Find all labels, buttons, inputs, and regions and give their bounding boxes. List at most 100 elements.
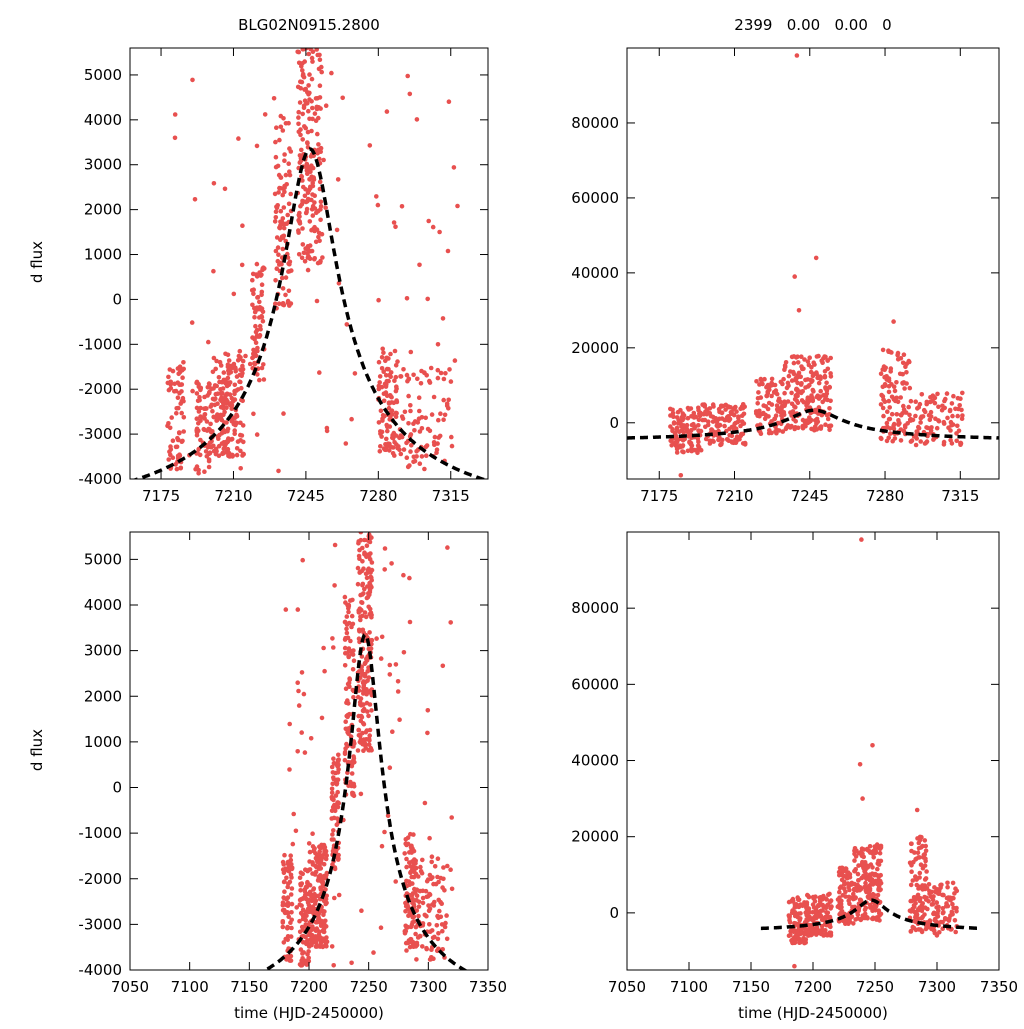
data-point	[892, 388, 898, 394]
data-point	[734, 409, 739, 414]
data-point	[274, 125, 279, 130]
outlier-point	[796, 308, 802, 313]
data-point	[174, 444, 180, 450]
data-point	[880, 347, 886, 353]
data-point	[335, 789, 341, 795]
outlier-point	[891, 319, 896, 324]
data-point	[314, 864, 319, 870]
data-point	[314, 857, 320, 862]
data-point	[361, 683, 367, 689]
data-point	[822, 904, 827, 910]
data-point	[344, 713, 350, 719]
data-point	[387, 441, 392, 447]
data-point	[406, 879, 412, 884]
data-point	[206, 426, 211, 432]
data-point	[795, 400, 801, 406]
data-point	[309, 940, 315, 946]
data-point	[740, 441, 746, 446]
data-point	[286, 288, 292, 294]
data-point	[367, 630, 372, 635]
data-point	[408, 432, 414, 437]
data-point	[853, 867, 858, 872]
data-point	[422, 466, 427, 472]
data-point	[358, 532, 364, 535]
data-point	[282, 889, 287, 894]
data-point	[342, 757, 348, 763]
data-point	[194, 405, 200, 411]
data-point	[804, 902, 810, 908]
data-point	[302, 889, 308, 894]
data-point	[681, 430, 687, 435]
data-point	[755, 401, 760, 406]
panel-top-right: 0 20000 40000 60000 80000 7175 7210 7245 7280 731…	[571, 47, 1000, 505]
data-point	[408, 403, 413, 408]
data-point	[680, 417, 685, 423]
data-point	[873, 850, 879, 855]
data-point	[885, 409, 890, 415]
data-point	[311, 848, 317, 854]
data-point	[205, 393, 210, 398]
data-point	[348, 638, 353, 644]
data-point	[409, 922, 415, 927]
data-point	[311, 897, 317, 902]
data-point	[823, 354, 828, 360]
data-point	[816, 353, 821, 359]
y-tick-label: 60000	[571, 189, 619, 207]
data-point	[402, 851, 408, 856]
data-point	[907, 412, 912, 418]
data-point	[900, 411, 905, 416]
data-point	[949, 401, 955, 406]
data-point	[415, 935, 421, 940]
data-point	[231, 291, 237, 297]
data-point	[287, 261, 292, 267]
data-point	[392, 348, 398, 354]
data-point	[424, 453, 429, 459]
data-point	[779, 406, 784, 412]
data-point	[890, 438, 895, 444]
data-point	[828, 398, 833, 404]
data-point	[282, 852, 287, 858]
data-point	[301, 691, 307, 697]
data-point	[414, 887, 420, 892]
data-point	[913, 413, 918, 419]
data-point	[782, 363, 788, 368]
data-point	[789, 390, 794, 396]
data-point	[349, 771, 355, 776]
data-point	[861, 915, 867, 921]
data-point	[314, 210, 319, 216]
data-point	[398, 451, 404, 457]
data-point	[277, 185, 282, 191]
data-point	[344, 626, 349, 632]
data-point	[198, 405, 203, 411]
data-point	[426, 908, 432, 914]
data-point	[306, 902, 312, 908]
data-point	[276, 252, 281, 257]
data-point	[799, 354, 804, 360]
data-point	[283, 902, 289, 907]
data-point	[895, 357, 901, 362]
data-point	[240, 223, 245, 228]
data-point	[836, 903, 842, 908]
data-point	[696, 423, 701, 428]
data-point	[319, 715, 325, 721]
data-point	[403, 923, 409, 929]
data-point	[407, 619, 413, 625]
data-point	[401, 572, 406, 578]
data-point	[898, 438, 904, 443]
data-point	[364, 656, 369, 662]
data-point	[301, 916, 307, 921]
data-point	[876, 858, 881, 864]
data-point	[449, 815, 455, 820]
data-point	[252, 309, 258, 315]
data-point	[377, 380, 383, 385]
data-point	[380, 346, 386, 352]
data-point	[224, 405, 229, 411]
data-point	[211, 355, 217, 361]
data-point	[348, 779, 353, 785]
data-point	[425, 730, 430, 736]
data-point	[381, 369, 387, 375]
data-point	[442, 924, 448, 930]
data-point	[827, 427, 832, 433]
data-point	[420, 944, 425, 949]
xlabel-left: time (HJD-2450000)	[234, 1004, 384, 1022]
